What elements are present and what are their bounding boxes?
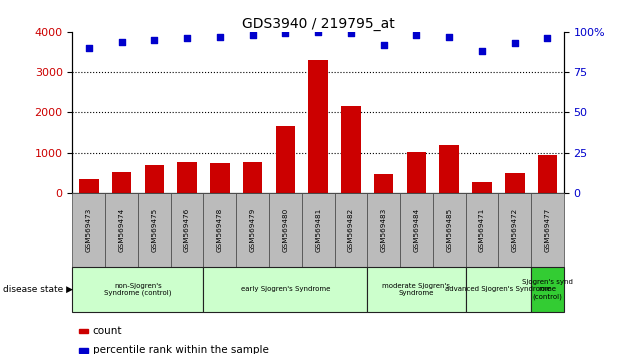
- Point: [444, 34, 454, 40]
- Text: early Sjogren's Syndrome: early Sjogren's Syndrome: [241, 286, 330, 292]
- Bar: [243, 162, 263, 193]
- Bar: [374, 175, 394, 193]
- Text: disease state ▶: disease state ▶: [3, 285, 73, 294]
- Bar: [439, 145, 459, 193]
- Bar: [112, 172, 132, 193]
- Text: GSM569471: GSM569471: [479, 208, 485, 252]
- Text: GSM569485: GSM569485: [446, 208, 452, 252]
- Text: GSM569475: GSM569475: [151, 208, 158, 252]
- Text: percentile rank within the sample: percentile rank within the sample: [93, 346, 268, 354]
- Point: [379, 42, 389, 47]
- Text: non-Sjogren's
Syndrome (control): non-Sjogren's Syndrome (control): [104, 282, 172, 296]
- Point: [477, 48, 487, 54]
- Bar: [308, 60, 328, 193]
- Bar: [505, 173, 525, 193]
- Text: Sjogren's synd
rome
(control): Sjogren's synd rome (control): [522, 279, 573, 299]
- Bar: [79, 179, 99, 193]
- Text: GSM569476: GSM569476: [184, 208, 190, 252]
- Text: GSM569478: GSM569478: [217, 208, 223, 252]
- Text: GSM569482: GSM569482: [348, 208, 354, 252]
- Point: [313, 29, 323, 35]
- Text: GSM569473: GSM569473: [86, 208, 92, 252]
- Point: [84, 45, 94, 51]
- Point: [182, 35, 192, 41]
- Point: [411, 32, 421, 38]
- Point: [510, 40, 520, 46]
- Bar: [406, 152, 427, 193]
- Bar: [144, 165, 164, 193]
- Point: [346, 31, 356, 36]
- Text: GSM569477: GSM569477: [544, 208, 551, 252]
- Text: GSM569484: GSM569484: [413, 208, 420, 252]
- Point: [280, 31, 290, 36]
- Title: GDS3940 / 219795_at: GDS3940 / 219795_at: [242, 17, 394, 31]
- Bar: [210, 163, 230, 193]
- Text: GSM569481: GSM569481: [315, 208, 321, 252]
- Bar: [537, 155, 558, 193]
- Text: GSM569479: GSM569479: [249, 208, 256, 252]
- Text: GSM569480: GSM569480: [282, 208, 289, 252]
- Point: [542, 35, 553, 41]
- Point: [149, 37, 159, 43]
- Text: moderate Sjogren's
Syndrome: moderate Sjogren's Syndrome: [382, 283, 450, 296]
- Text: GSM569472: GSM569472: [512, 208, 518, 252]
- Bar: [177, 161, 197, 193]
- Bar: [341, 106, 361, 193]
- Point: [117, 39, 127, 44]
- Text: GSM569483: GSM569483: [381, 208, 387, 252]
- Bar: [472, 182, 492, 193]
- Text: GSM569474: GSM569474: [118, 208, 125, 252]
- Bar: [275, 126, 295, 193]
- Text: count: count: [93, 326, 122, 336]
- Point: [215, 34, 225, 40]
- Point: [248, 32, 258, 38]
- Text: advanced Sjogren's Syndrome: advanced Sjogren's Syndrome: [445, 286, 551, 292]
